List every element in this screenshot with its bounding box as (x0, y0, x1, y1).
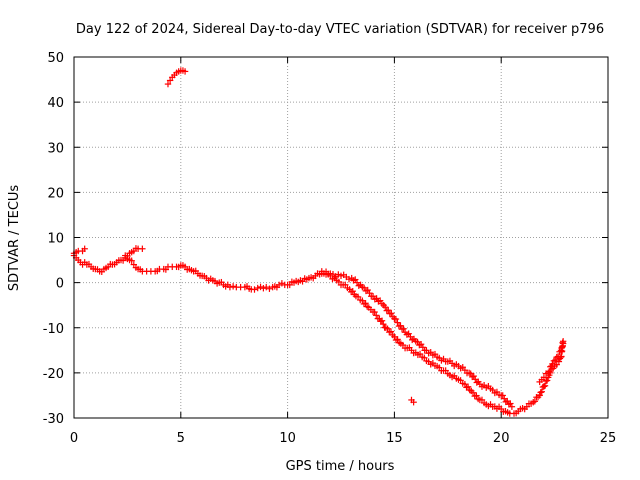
y-tick-label: -30 (43, 412, 64, 427)
data-point-tail (531, 398, 539, 405)
data-point-tail-upper (559, 338, 567, 345)
data-point-main (263, 283, 270, 291)
data-point-main (378, 317, 386, 324)
data-point-main (373, 312, 380, 319)
data-point-main (380, 320, 387, 328)
data-point-main (371, 308, 378, 316)
data-point-upper-arc (508, 403, 516, 410)
data-point-tail-upper (550, 357, 558, 364)
data-point-main (349, 287, 356, 295)
data-point-tail (541, 382, 549, 389)
data-points (70, 67, 567, 417)
data-point-upper-arc (400, 325, 407, 332)
data-point-main (391, 333, 398, 340)
data-point-tail-upper (554, 353, 562, 360)
x-tick-label: 20 (493, 431, 510, 446)
data-point-upper-arc (392, 315, 400, 323)
data-point-tail-upper (544, 369, 552, 377)
data-point-main (387, 328, 395, 335)
data-point-upper-arc (397, 322, 404, 329)
chart-title: Day 122 of 2024, Sidereal Day-to-day VTE… (76, 22, 604, 37)
data-point-main (362, 300, 369, 307)
data-point-upper-arc (382, 303, 389, 311)
y-tick-label: 10 (47, 232, 64, 247)
data-point-tail (542, 377, 550, 385)
data-point-tail (537, 389, 544, 396)
data-point-tail-upper (553, 353, 560, 361)
y-tick-label: 0 (56, 277, 64, 292)
data-point-upper-arc (388, 310, 395, 317)
data-point-upper-arc (394, 319, 401, 326)
data-point-tail (540, 383, 548, 390)
data-point-tail-upper (556, 348, 563, 355)
data-point-main (257, 283, 264, 291)
data-point-upper-arc (473, 379, 480, 386)
data-point-tail (555, 358, 563, 365)
data-point-tail (543, 377, 551, 384)
y-tick-label: -10 (43, 322, 64, 337)
data-point-tail (536, 392, 543, 399)
data-point-main (384, 325, 391, 332)
y-axis-label: SDTVAR / TECUs (7, 185, 22, 292)
x-tick-label: 15 (386, 431, 403, 446)
data-point-main (469, 389, 477, 396)
data-point-tail-upper (552, 356, 559, 364)
data-point-main (461, 380, 469, 388)
x-tick-label: 5 (177, 431, 185, 446)
y-tick-label: 30 (47, 141, 64, 156)
data-point-main (251, 286, 258, 293)
y-tick-label: 20 (47, 186, 64, 201)
data-point-spike (164, 80, 172, 88)
x-tick-label: 0 (70, 431, 78, 446)
data-point-upper-arc (81, 245, 88, 252)
data-point-tail-upper (546, 368, 553, 375)
data-point-main (128, 257, 135, 264)
x-tick-label: 10 (279, 431, 296, 446)
data-point-main (394, 336, 401, 343)
data-point-upper-arc (470, 372, 477, 380)
data-point-tail (538, 388, 545, 395)
data-point-upper-arc (499, 392, 506, 399)
x-tick-label: 25 (600, 431, 617, 446)
data-point-isolated (410, 399, 417, 406)
data-point-main (260, 285, 267, 292)
y-tick-label: 50 (47, 51, 64, 66)
data-point-tail-upper (540, 374, 548, 381)
y-tick-label: -20 (43, 367, 64, 382)
data-point-main (226, 283, 234, 291)
data-point-upper-arc (465, 369, 473, 377)
data-point-main (229, 283, 237, 290)
data-point-main (254, 284, 261, 292)
data-point-upper-arc (139, 245, 146, 252)
data-point-tail-upper (549, 360, 556, 368)
data-point-upper-arc (507, 400, 514, 407)
data-point-main (464, 383, 472, 390)
data-point-main (359, 297, 366, 304)
axis-ticks: 0 5 10 15 20 25 50 40 30 20 10 0 -10 -20 -30 (43, 51, 617, 446)
data-point-main (278, 280, 286, 287)
data-point-spike (181, 68, 189, 75)
grid-lines (74, 57, 608, 418)
data-point-upper-arc (385, 306, 392, 314)
data-point-main (266, 285, 273, 292)
y-tick-label: 40 (47, 96, 64, 111)
data-point-main (473, 392, 480, 399)
x-axis-label: GPS time / hours (286, 459, 395, 474)
